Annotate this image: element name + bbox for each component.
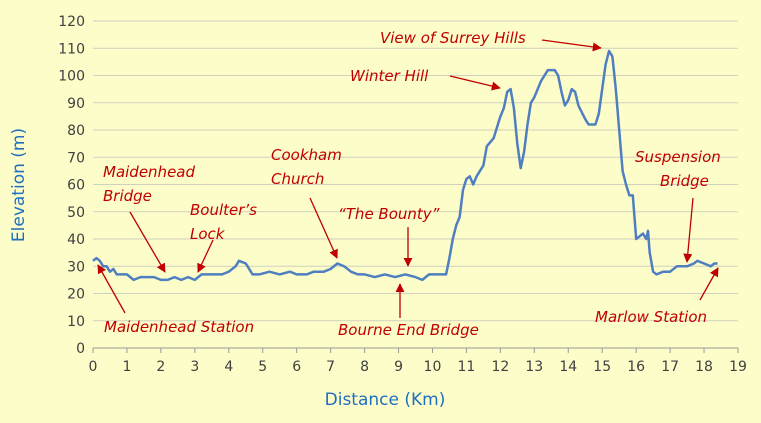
annotation-arrow	[97, 264, 126, 314]
x-tick-label: 13	[525, 359, 543, 375]
annotation: Lock	[190, 225, 226, 243]
annotation: Maidenhead Station	[104, 318, 254, 336]
annotation-arrow	[129, 211, 166, 273]
y-tick-label: 0	[76, 341, 85, 357]
annotation: Suspension	[635, 148, 721, 166]
x-tick-label: 17	[661, 359, 679, 375]
y-tick-label: 70	[67, 150, 85, 166]
y-tick-label: 90	[67, 96, 85, 112]
x-tick-label: 2	[156, 359, 165, 375]
y-tick-label: 20	[67, 287, 85, 303]
annotation: Maidenhead	[103, 163, 195, 181]
x-tick-label: 3	[190, 359, 199, 375]
y-tick-label: 10	[67, 314, 85, 330]
y-tick-label: 60	[67, 178, 85, 194]
y-tick-label: 50	[67, 205, 85, 221]
y-tick-label: 120	[58, 14, 85, 30]
x-tick-label: 18	[695, 359, 713, 375]
elevation-line	[92, 49, 718, 282]
y-tick-label: 80	[67, 123, 85, 139]
x-tick-label: 8	[360, 359, 369, 375]
x-tick-label: 15	[593, 359, 611, 375]
x-tick-label: 16	[627, 359, 645, 375]
y-tick-label: 30	[67, 259, 85, 275]
annotation: Marlow Station	[595, 308, 707, 326]
annotation-arrow	[309, 197, 338, 259]
annotation-arrow	[699, 267, 719, 301]
x-axis-title: Distance (Km)	[325, 390, 446, 410]
annotation: Winter Hill	[350, 67, 429, 85]
y-tick-label: 40	[67, 232, 85, 248]
y-axis-title: Elevation (m)	[9, 128, 29, 242]
x-tick-label: 5	[258, 359, 267, 375]
x-tick-label: 1	[122, 359, 131, 375]
x-tick-label: 0	[89, 359, 98, 375]
annotation-arrow	[683, 197, 694, 263]
x-tick-label: 9	[394, 359, 403, 375]
x-tick-label: 10	[424, 359, 442, 375]
x-tick-label: 7	[326, 359, 335, 375]
annotation: Cookham	[271, 146, 342, 164]
x-tick-label: 14	[559, 359, 577, 375]
annotation-arrow	[449, 75, 501, 91]
x-tick-label: 6	[292, 359, 301, 375]
x-tick-label: 4	[224, 359, 233, 375]
annotation: Bridge	[660, 172, 709, 190]
annotation: Boulter’s	[190, 201, 257, 219]
annotation: Bourne End Bridge	[338, 321, 479, 339]
y-tick-label: 100	[58, 69, 85, 85]
x-tick-label: 11	[458, 359, 476, 375]
y-tick-label: 110	[58, 41, 85, 57]
annotation: “The Bounty”	[338, 205, 440, 223]
x-tick-label: 12	[491, 359, 509, 375]
annotation: Church	[271, 170, 324, 188]
annotation-arrow	[197, 239, 214, 273]
annotation-arrow	[541, 39, 602, 52]
annotation: Bridge	[103, 187, 152, 205]
x-tick-label: 19	[729, 359, 747, 375]
annotation: View of Surrey Hills	[380, 29, 526, 47]
